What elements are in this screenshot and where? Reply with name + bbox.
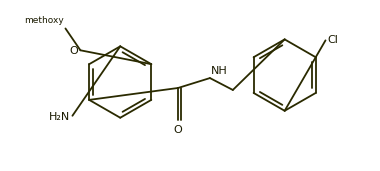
Text: NH: NH — [211, 66, 228, 76]
Text: methoxy: methoxy — [24, 16, 63, 25]
Text: O: O — [70, 46, 78, 56]
Text: O: O — [174, 125, 182, 135]
Text: H₂N: H₂N — [49, 112, 70, 122]
Text: Cl: Cl — [328, 35, 338, 45]
